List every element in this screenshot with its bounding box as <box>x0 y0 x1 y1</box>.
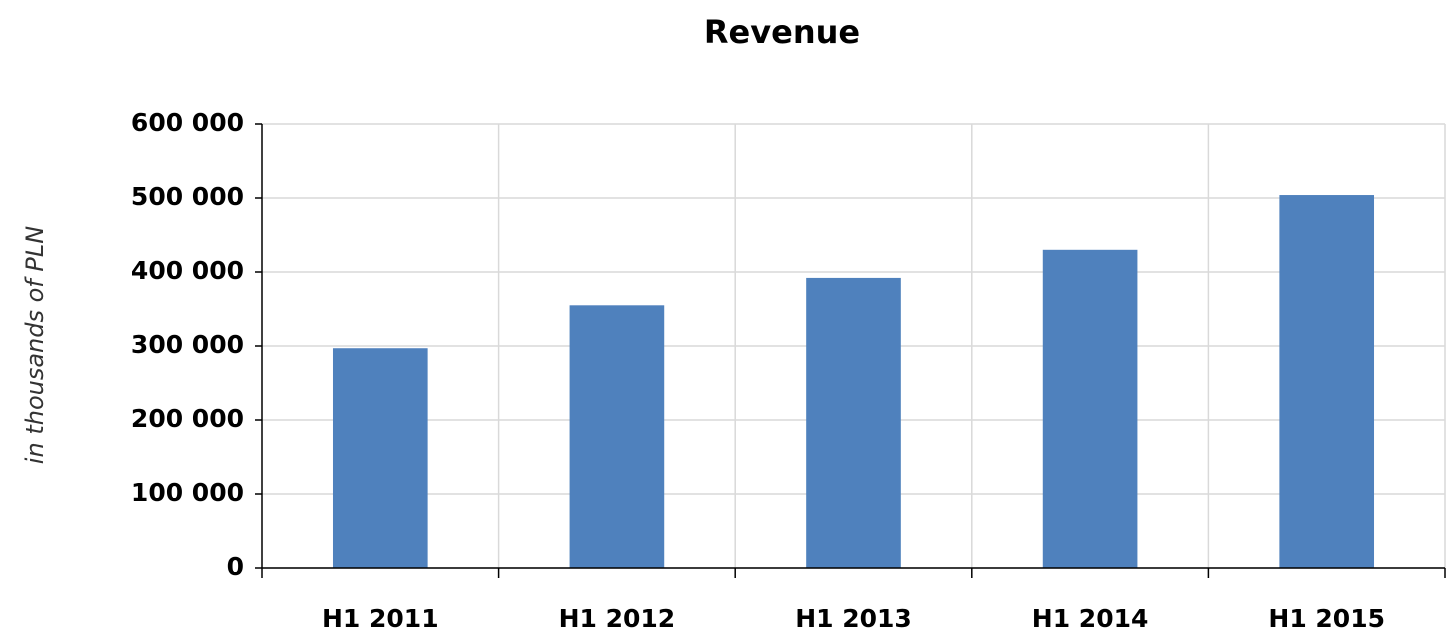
y-tick-label: 600 000 <box>131 108 244 137</box>
bar <box>332 348 428 568</box>
chart-title: Revenue <box>704 13 860 51</box>
x-tick-label: H1 2011 <box>322 604 439 633</box>
bar <box>1042 249 1138 569</box>
y-tick-label: 300 000 <box>131 330 244 359</box>
bar <box>806 277 901 568</box>
x-tick-label: H1 2014 <box>1032 604 1149 633</box>
bar <box>569 305 665 568</box>
bar <box>1279 195 1375 569</box>
y-tick-label: 400 000 <box>131 256 244 285</box>
x-tick-label: H1 2013 <box>795 604 912 633</box>
y-axis-label: in thousands of PLN <box>21 226 49 464</box>
y-tick-label: 200 000 <box>131 404 244 433</box>
y-tick-label: 0 <box>227 552 244 581</box>
x-tick-label: H1 2012 <box>559 604 676 633</box>
y-tick-label: 500 000 <box>131 182 244 211</box>
y-tick-label: 100 000 <box>131 478 244 507</box>
x-tick-label: H1 2015 <box>1268 604 1385 633</box>
